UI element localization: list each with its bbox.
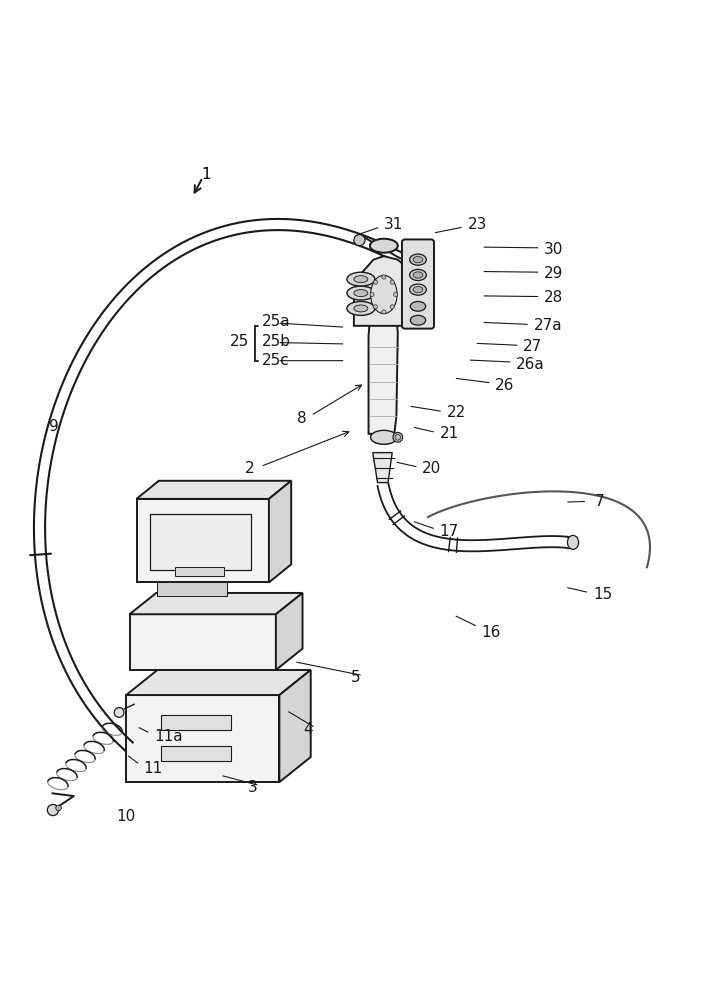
Text: 20: 20 (422, 461, 441, 476)
Text: 25a: 25a (262, 314, 290, 329)
Circle shape (47, 804, 59, 816)
Text: 11: 11 (144, 761, 163, 776)
Circle shape (390, 280, 394, 284)
Text: 4: 4 (304, 722, 313, 737)
Bar (150, 514, 252, 570)
Ellipse shape (370, 239, 398, 253)
Text: 25: 25 (230, 334, 250, 349)
Text: 17: 17 (440, 524, 459, 539)
Ellipse shape (413, 286, 423, 293)
Text: 30: 30 (544, 242, 563, 257)
Bar (157, 582, 227, 596)
Text: 25b: 25b (262, 334, 291, 349)
Text: 10: 10 (116, 809, 135, 824)
Circle shape (382, 275, 386, 279)
Text: 16: 16 (482, 625, 501, 640)
Polygon shape (137, 481, 291, 499)
Polygon shape (276, 593, 302, 670)
Polygon shape (126, 670, 311, 695)
Ellipse shape (354, 305, 368, 312)
Text: 27: 27 (523, 339, 542, 354)
Text: 8: 8 (297, 411, 307, 426)
Ellipse shape (347, 272, 375, 286)
Text: 25c: 25c (262, 353, 290, 368)
Text: 7: 7 (595, 494, 605, 509)
Circle shape (374, 305, 378, 309)
Circle shape (393, 292, 398, 297)
Text: 26: 26 (496, 378, 515, 393)
Polygon shape (279, 670, 311, 782)
Circle shape (390, 305, 394, 309)
Text: 29: 29 (544, 266, 563, 281)
Text: 28: 28 (544, 290, 563, 305)
Polygon shape (130, 593, 302, 614)
Ellipse shape (410, 301, 426, 311)
Text: 2: 2 (245, 461, 254, 476)
Text: 21: 21 (440, 426, 459, 441)
Bar (175, 567, 223, 576)
Ellipse shape (410, 315, 426, 325)
Ellipse shape (410, 254, 427, 265)
Ellipse shape (413, 257, 423, 263)
Text: 11a: 11a (154, 729, 183, 744)
Text: 22: 22 (446, 405, 466, 420)
Ellipse shape (568, 535, 579, 549)
Text: 3: 3 (248, 780, 258, 795)
Text: 23: 23 (467, 217, 487, 232)
Polygon shape (137, 499, 269, 582)
Text: 26a: 26a (516, 357, 545, 372)
Polygon shape (269, 481, 291, 582)
Ellipse shape (413, 272, 423, 278)
Ellipse shape (371, 275, 397, 314)
Circle shape (114, 708, 124, 717)
Polygon shape (369, 308, 398, 434)
Ellipse shape (410, 269, 427, 281)
Polygon shape (373, 453, 392, 483)
Polygon shape (126, 695, 279, 782)
Polygon shape (354, 256, 414, 326)
Bar (161, 715, 231, 730)
Circle shape (370, 292, 374, 297)
Polygon shape (130, 614, 276, 670)
Text: 27a: 27a (534, 318, 563, 333)
Circle shape (374, 280, 378, 284)
Ellipse shape (354, 276, 368, 283)
Text: 9: 9 (49, 419, 59, 434)
Ellipse shape (347, 286, 375, 300)
Text: 5: 5 (351, 670, 361, 685)
Ellipse shape (371, 430, 397, 444)
Text: 15: 15 (593, 587, 612, 602)
Circle shape (382, 310, 386, 314)
FancyBboxPatch shape (402, 239, 434, 329)
Circle shape (56, 805, 61, 811)
Ellipse shape (347, 301, 375, 315)
Ellipse shape (354, 290, 368, 297)
Circle shape (393, 432, 403, 442)
Bar (161, 746, 231, 761)
Circle shape (354, 235, 365, 246)
Ellipse shape (410, 284, 427, 295)
Text: 1: 1 (202, 167, 211, 182)
Text: 31: 31 (384, 217, 403, 232)
